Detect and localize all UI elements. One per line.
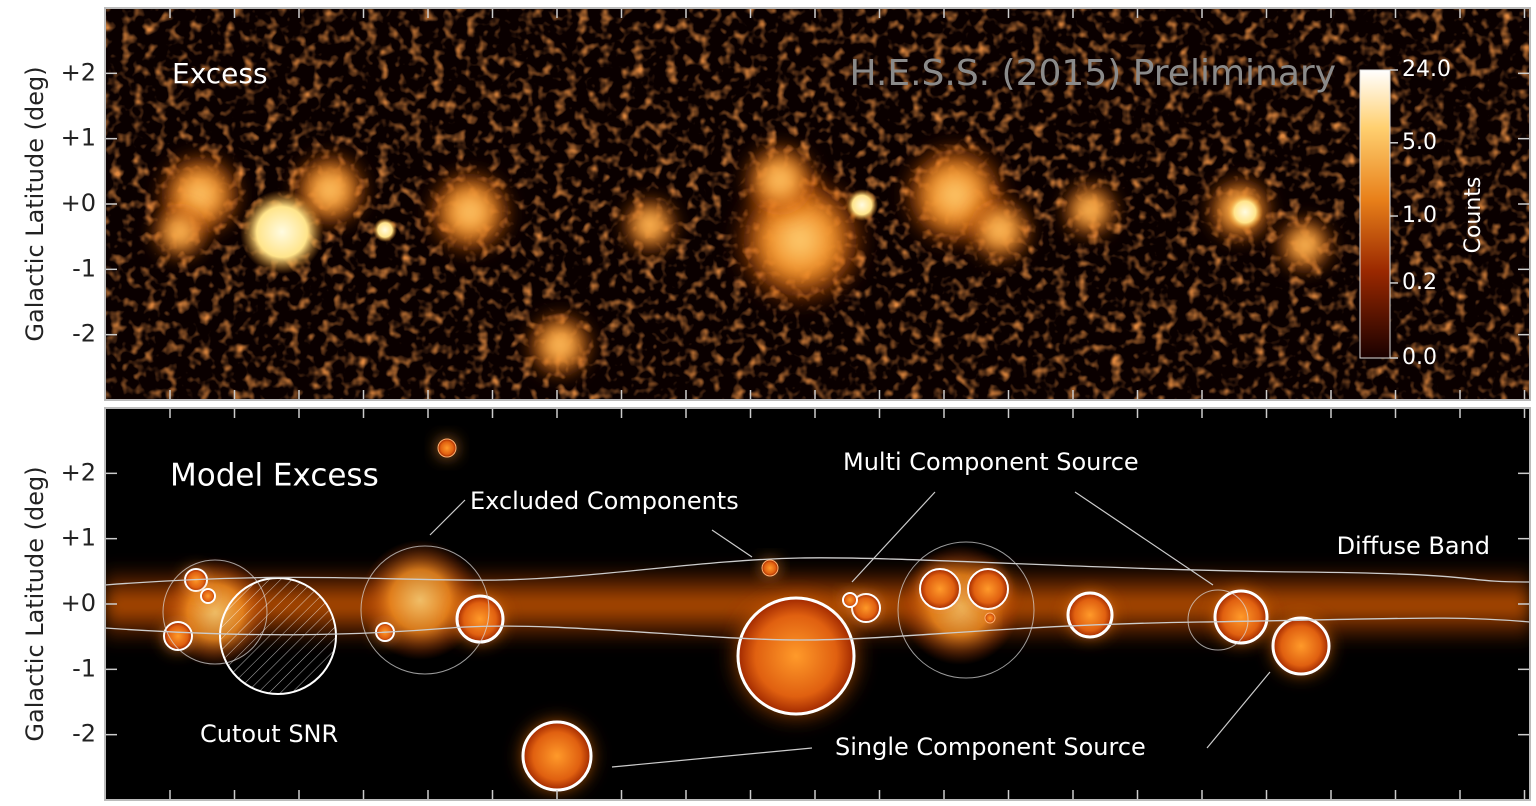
y-tick-label: -1	[72, 254, 96, 282]
panel-label: Excess	[172, 57, 268, 90]
y-axis-label: Galactic Latitude (deg)	[21, 66, 49, 341]
model-source	[1215, 591, 1267, 643]
emission	[740, 140, 820, 220]
colorbar-tick-label: 0.0	[1402, 345, 1437, 370]
model-source	[201, 589, 215, 603]
y-tick-label: -2	[72, 320, 96, 348]
annotation: Excluded Components	[470, 487, 739, 515]
y-tick-label: -2	[72, 720, 96, 748]
colorbar	[1360, 70, 1390, 358]
emission	[1275, 215, 1335, 275]
annotation: Multi Component Source	[843, 448, 1139, 476]
model-source	[843, 593, 857, 607]
colorbar-tick-label: 24.0	[1402, 57, 1451, 82]
model-source	[457, 596, 503, 642]
emission	[425, 167, 515, 257]
bright-source	[240, 190, 324, 274]
model-source	[438, 439, 456, 457]
colorbar-label: Counts	[1461, 177, 1486, 254]
model-source	[523, 722, 591, 790]
model-source	[762, 560, 778, 576]
colorbar-tick-label: 5.0	[1402, 130, 1437, 155]
figure: +2 +1 +0 -1 -2 Galactic Latitude (deg) Excess H…	[0, 0, 1536, 806]
y-tick-label: +1	[61, 124, 96, 152]
panel-label: Model Excess	[170, 458, 379, 494]
colorbar-tick-label: 0.2	[1402, 270, 1437, 295]
y-axis-label: Galactic Latitude (deg)	[21, 466, 49, 741]
annotation: Diffuse Band	[1337, 532, 1490, 560]
model-source	[920, 569, 960, 609]
watermark: H.E.S.S. (2015) Preliminary	[849, 53, 1336, 94]
model-source	[1068, 593, 1112, 637]
model-source	[1273, 618, 1329, 674]
model-source	[968, 569, 1008, 609]
y-tick-label: +1	[61, 524, 96, 552]
y-tick-label: +0	[61, 589, 96, 617]
emission	[525, 310, 595, 380]
bright-source	[846, 189, 878, 221]
model-source	[738, 598, 854, 714]
annotation: Single Component Source	[835, 733, 1146, 761]
bright-source	[373, 218, 397, 242]
model-source	[985, 613, 995, 623]
excluded-component	[220, 578, 336, 694]
bright-source	[1227, 194, 1263, 230]
model-source	[164, 622, 192, 650]
emission	[150, 202, 210, 262]
emission	[965, 195, 1035, 265]
emission	[620, 195, 680, 255]
y-tick-label: +2	[61, 58, 96, 86]
y-tick-label: -1	[72, 654, 96, 682]
y-tick-label: +0	[61, 189, 96, 217]
emission	[1060, 180, 1120, 240]
annotation: Cutout SNR	[200, 720, 338, 748]
colorbar-tick-label: 1.0	[1402, 203, 1437, 228]
y-tick-label: +2	[61, 458, 96, 486]
